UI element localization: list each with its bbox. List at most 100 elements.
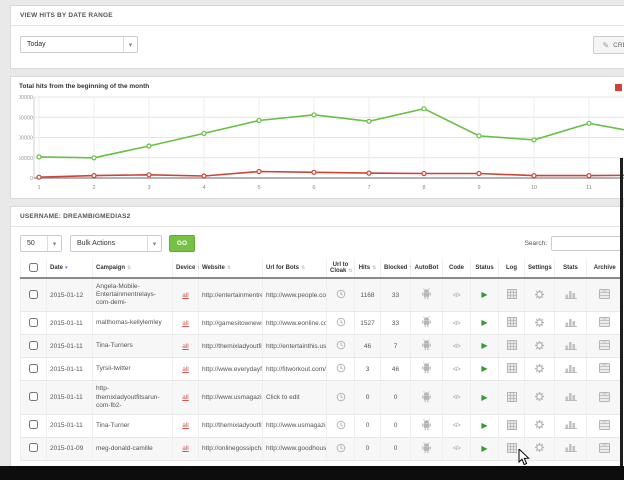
cell-url-for-bots[interactable]: http://www.people.com/ar...: [262, 278, 327, 313]
cell-log[interactable]: [498, 414, 525, 438]
android-icon[interactable]: [421, 339, 432, 351]
cell-url-to-cloak[interactable]: [326, 437, 355, 461]
code-icon[interactable]: </>: [452, 423, 461, 430]
cell-code[interactable]: </>: [442, 334, 471, 359]
cell-url-to-cloak[interactable]: [326, 357, 355, 382]
cell-archive[interactable]: [586, 380, 623, 415]
cell-status[interactable]: ▶: [470, 334, 499, 359]
cell-code[interactable]: </>: [442, 380, 471, 415]
android-icon[interactable]: [421, 362, 432, 374]
cell-website[interactable]: http://themixladyoutfitsar...: [198, 414, 263, 438]
column-header-website[interactable]: Website ⇅: [198, 259, 263, 279]
row-checkbox[interactable]: [29, 363, 38, 373]
cell-archive[interactable]: [586, 437, 623, 461]
cell-stats[interactable]: [554, 278, 587, 313]
cell-url-for-bots[interactable]: http://entertainthis.usatod...: [262, 334, 327, 359]
cell-settings[interactable]: [524, 437, 555, 461]
android-icon[interactable]: [421, 316, 432, 328]
play-icon[interactable]: ▶: [481, 364, 488, 374]
cell-website[interactable]: http://entertainmentrela...: [198, 278, 263, 313]
cell-archive[interactable]: [586, 334, 623, 359]
column-header-blocked[interactable]: Blocked⇅: [380, 259, 414, 279]
device-link[interactable]: all: [182, 445, 189, 453]
clock-icon[interactable]: [336, 443, 346, 453]
cell-url-to-cloak[interactable]: [326, 311, 355, 336]
cell-website[interactable]: http://themixladyoutfitsar...: [198, 334, 263, 359]
cell-settings[interactable]: [524, 414, 555, 438]
bulk-actions-select[interactable]: Bulk Actions ▾: [69, 235, 162, 252]
cell-status[interactable]: ▶: [470, 437, 499, 461]
column-header-campaign[interactable]: Campaign ⇅: [92, 259, 173, 279]
bar-chart-icon[interactable]: [564, 443, 577, 453]
cell-code[interactable]: </>: [442, 357, 471, 382]
select-all-checkbox[interactable]: [29, 262, 38, 272]
android-icon[interactable]: [421, 288, 432, 300]
page-size-select[interactable]: 50 ▾: [20, 235, 62, 252]
row-checkbox[interactable]: [29, 340, 38, 350]
log-grid-icon[interactable]: [506, 363, 517, 374]
cell-log[interactable]: [498, 311, 525, 336]
cell-website[interactable]: http://onlinegossipchann...: [198, 437, 263, 461]
cell-settings[interactable]: [524, 380, 555, 415]
cell-settings[interactable]: [524, 278, 555, 313]
bar-chart-icon[interactable]: [564, 290, 577, 299]
cell-autobot[interactable]: [410, 380, 443, 415]
archive-icon[interactable]: [599, 340, 611, 351]
bar-chart-icon[interactable]: [564, 392, 577, 402]
android-icon[interactable]: [421, 418, 432, 431]
cell-settings[interactable]: [524, 334, 555, 359]
cell-autobot[interactable]: [410, 414, 443, 438]
row-checkbox[interactable]: [29, 289, 38, 299]
cell-url-to-cloak[interactable]: [326, 334, 355, 359]
clock-icon[interactable]: [336, 420, 346, 430]
search-input[interactable]: [551, 236, 623, 251]
cell-url-to-cloak[interactable]: [326, 380, 355, 415]
cell-status[interactable]: ▶: [470, 357, 499, 382]
archive-icon[interactable]: [599, 317, 611, 328]
bar-chart-icon[interactable]: [564, 420, 577, 430]
archive-icon[interactable]: [599, 442, 611, 453]
code-icon[interactable]: </>: [452, 395, 461, 402]
log-grid-icon[interactable]: [506, 442, 517, 453]
column-header-date[interactable]: Date ▾: [46, 259, 93, 279]
log-grid-icon[interactable]: [506, 419, 517, 430]
code-icon[interactable]: </>: [452, 320, 461, 327]
play-icon[interactable]: ▶: [481, 420, 488, 430]
bar-chart-icon[interactable]: [564, 364, 577, 374]
row-checkbox[interactable]: [29, 420, 38, 430]
cell-autobot[interactable]: [410, 334, 443, 359]
bar-chart-icon[interactable]: [564, 318, 577, 328]
cell-stats[interactable]: [554, 437, 587, 461]
log-grid-icon[interactable]: [506, 340, 517, 351]
archive-icon[interactable]: [599, 391, 611, 402]
clock-icon[interactable]: [336, 317, 346, 327]
cell-code[interactable]: </>: [442, 311, 471, 336]
device-link[interactable]: all: [182, 365, 189, 373]
log-grid-icon[interactable]: [506, 391, 517, 402]
cell-autobot[interactable]: [410, 311, 443, 336]
cell-log[interactable]: [498, 334, 525, 359]
cell-url-to-cloak[interactable]: [326, 278, 355, 313]
code-icon[interactable]: </>: [452, 366, 461, 373]
cell-archive[interactable]: [586, 278, 623, 313]
cell-autobot[interactable]: [410, 278, 443, 313]
archive-icon[interactable]: [599, 363, 611, 374]
cell-code[interactable]: </>: [442, 437, 471, 461]
cell-stats[interactable]: [554, 357, 587, 382]
gear-icon[interactable]: [534, 419, 545, 430]
cell-stats[interactable]: [554, 311, 587, 336]
code-icon[interactable]: </>: [452, 292, 461, 299]
cell-stats[interactable]: [554, 334, 587, 359]
cell-code[interactable]: </>: [442, 278, 471, 313]
clock-icon[interactable]: [336, 340, 346, 350]
play-icon[interactable]: ▶: [481, 392, 488, 402]
cell-stats[interactable]: [554, 414, 587, 438]
android-icon[interactable]: [421, 390, 432, 403]
cell-website[interactable]: http://www.everydayfitnes...: [198, 357, 263, 382]
cell-status[interactable]: ▶: [470, 414, 499, 438]
cell-settings[interactable]: [524, 311, 555, 336]
cell-archive[interactable]: [586, 414, 623, 438]
log-grid-icon[interactable]: [506, 317, 517, 328]
cell-url-for-bots[interactable]: http://www.eonline.com/n...: [262, 311, 327, 336]
column-header-url-for-bots[interactable]: Url for Bots ⇅: [262, 259, 327, 279]
